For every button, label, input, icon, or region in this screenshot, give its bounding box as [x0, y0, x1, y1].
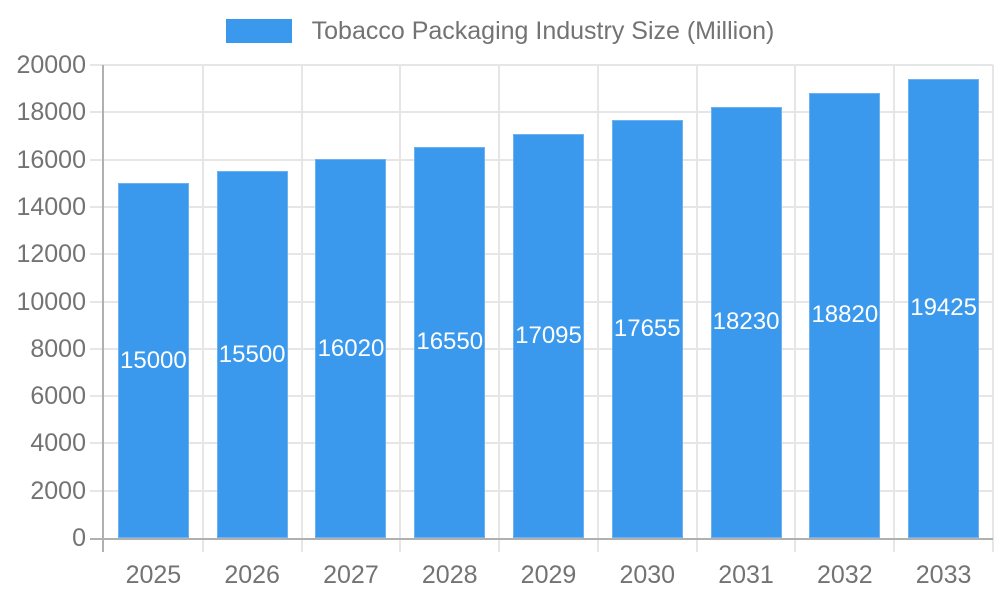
- legend-label: Tobacco Packaging Industry Size (Million…: [311, 16, 775, 45]
- bar-value-label: 15500: [218, 340, 286, 368]
- y-axis-label: 16000: [16, 145, 86, 174]
- bar-value-label: 18230: [712, 308, 780, 336]
- y-axis-label: 8000: [30, 334, 86, 363]
- plot-area: 15000 2025 15500 2026 16020 2027 16550 2028 1709…: [90, 64, 994, 588]
- x-axis-label: 2032: [817, 561, 873, 589]
- bar[interactable]: 17095: [513, 133, 584, 538]
- gridline-vertical: [695, 65, 698, 552]
- x-axis-label: 2033: [915, 561, 972, 589]
- gridline-vertical: [893, 65, 896, 552]
- y-axis-label: 0: [72, 524, 86, 552]
- gridline-vertical: [300, 65, 303, 552]
- bar[interactable]: 15500: [216, 171, 288, 538]
- y-axis-label: 18000: [16, 98, 86, 127]
- bar[interactable]: 18230: [710, 106, 782, 538]
- x-axis-label: 2029: [520, 561, 577, 589]
- y-axis-label: 4000: [30, 429, 86, 458]
- x-axis-label: 2031: [718, 561, 774, 589]
- x-axis-label: 2028: [421, 561, 478, 589]
- x-axis-line: [90, 538, 993, 540]
- y-axis-label: 2000: [30, 476, 86, 505]
- gridline-vertical: [498, 65, 501, 552]
- gridline-vertical: [201, 65, 204, 552]
- bar[interactable]: 19425: [908, 78, 980, 538]
- legend-swatch: [225, 19, 292, 43]
- bar[interactable]: 16020: [315, 159, 387, 538]
- x-axis-label: 2025: [125, 561, 182, 589]
- y-axis-label: 20000: [16, 51, 86, 79]
- y-axis-label: 6000: [30, 382, 86, 411]
- y-axis-line: [102, 65, 104, 552]
- bar[interactable]: 15000: [117, 183, 189, 538]
- y-axis-labels: 0 2000 4000 6000 8000 10000 12000 14000 16000 180…: [0, 51, 86, 552]
- gridline-vertical: [794, 65, 797, 552]
- bar-value-label: 16020: [317, 334, 385, 362]
- x-axis-label: 2027: [323, 561, 379, 589]
- y-axis-label: 10000: [16, 287, 86, 316]
- bar-value-label: 15000: [120, 346, 187, 374]
- gridline-vertical: [399, 65, 402, 552]
- gridline-horizontal: [90, 111, 993, 114]
- bar[interactable]: 18820: [809, 92, 881, 538]
- bar-value-label: 16550: [416, 328, 484, 356]
- y-axis-label: 12000: [16, 240, 86, 269]
- bar-value-label: 17655: [613, 315, 681, 343]
- bar-value-label: 19425: [910, 294, 977, 322]
- bar[interactable]: 16550: [414, 146, 486, 538]
- y-axis-label: 14000: [16, 192, 86, 221]
- legend[interactable]: Tobacco Packaging Industry Size (Million…: [0, 14, 1000, 48]
- x-axis-label: 2026: [224, 561, 280, 589]
- gridline-vertical: [596, 65, 599, 552]
- gridline-vertical: [992, 65, 994, 552]
- bar-value-label: 18820: [811, 301, 879, 329]
- gridline-horizontal: [90, 64, 993, 66]
- bar-value-label: 17095: [515, 321, 582, 349]
- x-axis-label: 2030: [619, 561, 676, 589]
- bar[interactable]: 17655: [611, 120, 683, 538]
